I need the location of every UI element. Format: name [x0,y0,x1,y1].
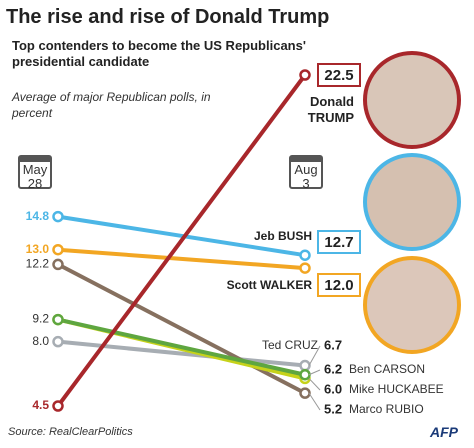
photos [363,51,461,354]
title: The rise and rise of Donald Trump [6,6,330,28]
subtitle: Top contenders to become the US Republic… [12,38,306,69]
start-dot [52,400,64,412]
end-dot [299,69,311,81]
start-value-label: 12.2 [26,257,50,271]
end-dot [299,262,311,274]
end-dot [299,249,311,261]
start-dot [52,210,64,223]
start-value-label: 8.0 [32,334,49,348]
series-line [56,317,307,377]
series-name: Ted CRUZ [262,338,318,352]
start-value-label: 9.2 [32,312,49,326]
leader-line [308,378,321,391]
photo-walker [363,256,461,354]
leader-line [308,345,321,366]
end-value-label: 6.2 [324,361,342,376]
series-line [56,73,307,408]
end-value-label: 6.7 [324,337,342,352]
series-line [56,214,307,258]
end-value-label: 5.2 [324,401,342,416]
start-dot [52,243,64,256]
end-dot [299,387,311,399]
lines [56,73,307,408]
logo: AFP [430,424,458,440]
photo-trump [363,51,461,149]
start-date: May 28 [18,155,52,191]
series-line [56,262,307,396]
leader-line [308,369,321,376]
value-box [317,63,361,87]
end-value-label: 12.7 [324,234,353,251]
series-name: Ben CARSON [349,362,425,376]
end-dot [299,359,311,372]
photo-bush [363,153,461,251]
start-value-label: 4.5 [32,398,49,412]
series-name: Marco RUBIO [349,402,424,416]
series-name: Scott WALKER [227,278,313,292]
end-value-label: 12.0 [324,277,353,294]
start-dot [52,258,64,271]
series-line [56,247,307,271]
start-value-label: 13.0 [26,242,50,256]
end-dot [299,368,311,381]
series-name: Mike HUCKABEE [349,382,444,396]
series-line [56,339,307,368]
note: Average of major Republican polls, in pe… [12,90,211,120]
start-dot [52,335,64,348]
end-value-label: 22.5 [324,67,353,84]
end-date: Aug 3 [289,155,323,191]
start-dot [52,313,64,326]
start-value-label: 14.8 [26,209,50,223]
value-box [317,230,361,254]
leader-line [308,392,321,411]
series-name: Donald TRUMP [307,94,354,125]
value-box [317,273,361,297]
source: Source: RealClearPolitics [8,426,133,438]
end-value-label: 6.0 [324,381,342,396]
series-name: Jeb BUSH [254,229,312,243]
